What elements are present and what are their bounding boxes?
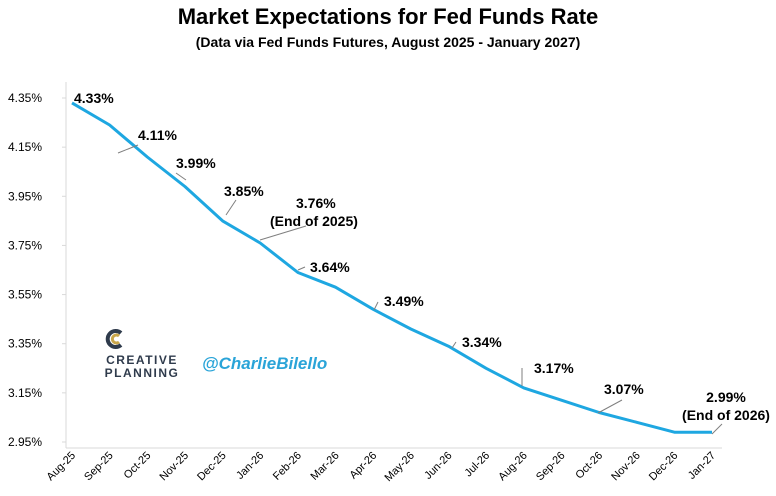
creative-planning-logo: CREATIVE PLANNING	[104, 328, 180, 380]
x-tick-label: Jan-26	[234, 450, 266, 482]
annotation-leader-line	[451, 341, 457, 349]
x-tick-label: May-26	[383, 450, 417, 484]
data-label: 4.11%	[138, 127, 177, 143]
logo-line-1: CREATIVE	[106, 353, 178, 367]
data-label-note: (End of 2025)	[270, 213, 358, 229]
annotation-leader-line	[259, 225, 307, 241]
annotation-leader-line	[711, 423, 723, 435]
x-tick-label: Sep-25	[82, 450, 116, 484]
chart-subtitle: (Data via Fed Funds Futures, August 2025…	[195, 34, 581, 50]
y-tick-label: 3.75%	[8, 238, 42, 252]
data-label: 3.99%	[176, 155, 216, 171]
x-tick-label: Jan-27	[686, 450, 718, 482]
x-tick-label: Jul-26	[463, 450, 493, 480]
data-label: 3.34%	[462, 334, 502, 350]
x-tick-label: Oct-26	[573, 450, 605, 482]
author-handle: @CharlieBilello	[202, 354, 328, 373]
x-tick-label: Apr-26	[347, 450, 379, 482]
data-label: 3.85%	[224, 183, 264, 199]
data-label: 3.64%	[310, 259, 350, 275]
y-tick-label: 4.15%	[8, 140, 42, 154]
x-tick-label: Aug-25	[45, 450, 79, 484]
logo-line-2: PLANNING	[104, 366, 180, 380]
annotation-leader-line	[597, 399, 623, 414]
x-tick-label: Sep-26	[534, 450, 568, 484]
annotation-leader-line	[175, 172, 187, 181]
x-tick-label: Nov-26	[609, 450, 643, 484]
data-label: 2.99%	[706, 389, 746, 405]
x-tick-label: Jun-26	[422, 450, 454, 482]
y-tick-label: 4.35%	[8, 91, 42, 105]
x-tick-label: Oct-25	[122, 450, 154, 482]
data-label: 3.17%	[534, 360, 574, 376]
annotation-leader-line	[225, 199, 237, 216]
x-tick-label: Mar-26	[309, 450, 342, 483]
annotation-leader-line	[297, 266, 306, 271]
data-label-note: (End of 2026)	[682, 407, 770, 423]
creative-planning-logo-icon	[105, 328, 153, 350]
y-tick-label: 3.15%	[8, 386, 42, 400]
data-label: 3.07%	[604, 381, 644, 397]
series-line	[71, 101, 712, 434]
x-tick-label: Dec-25	[195, 450, 229, 484]
y-tick-label: 3.55%	[8, 288, 42, 302]
data-label: 3.49%	[384, 293, 424, 309]
x-tick-label: Nov-25	[157, 450, 191, 484]
x-tick-label: Aug-26	[496, 450, 530, 484]
x-tick-label: Feb-26	[271, 450, 304, 483]
annotation-leader-line	[373, 301, 379, 311]
chart-title: Market Expectations for Fed Funds Rate	[177, 4, 599, 29]
data-label: 4.33%	[74, 90, 114, 106]
data-label: 3.76%	[296, 195, 336, 211]
annotation-leader-line	[117, 144, 139, 154]
x-tick-label: Dec-26	[647, 450, 681, 484]
y-tick-label: 3.35%	[8, 337, 42, 351]
y-tick-label: 2.95%	[8, 435, 42, 449]
y-tick-label: 3.95%	[8, 189, 42, 203]
